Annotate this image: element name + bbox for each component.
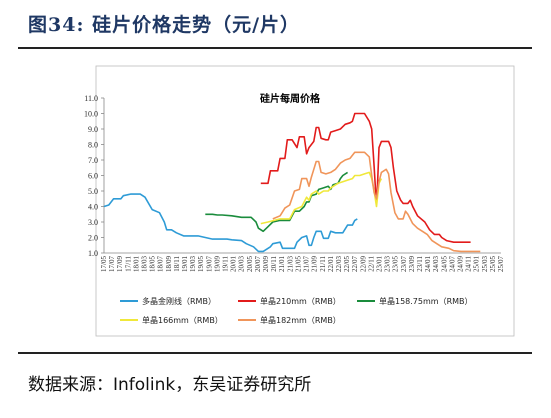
x-tick-label: 20/03 xyxy=(238,256,246,272)
y-tick-label: 7.0 xyxy=(88,156,98,165)
x-tick-label: 25/03 xyxy=(481,256,489,272)
series-line-4 xyxy=(272,151,481,253)
x-tick-label: 18/11 xyxy=(173,256,181,272)
series-line-0 xyxy=(103,193,358,253)
x-tick-label: 18/05 xyxy=(149,256,157,272)
legend-label-0: 多晶金刚线（RMB） xyxy=(142,296,216,306)
x-tick-label: 21/07 xyxy=(303,256,311,272)
x-tick-label: 19/05 xyxy=(197,256,205,272)
x-tick-label: 19/03 xyxy=(189,256,197,272)
series-lines xyxy=(103,112,481,253)
figure-title: 图34: 硅片价格走势（元/片） xyxy=(28,14,301,36)
legend: 多晶金刚线（RMB） 单晶210mm（RMB） 单晶158.75mm（RMB） 单晶1… xyxy=(120,296,473,325)
x-tick-label: 23/09 xyxy=(408,256,416,272)
x-tick-label: 22/07 xyxy=(351,256,359,272)
x-tick-label: 24/01 xyxy=(424,256,432,272)
y-tick-label: 1.0 xyxy=(88,249,98,258)
y-tick-label: 10.0 xyxy=(84,110,98,119)
legend-label-4: 单晶182mm（RMB） xyxy=(260,315,341,325)
y-tick-label: 5.0 xyxy=(88,187,98,196)
x-tick-label: 20/09 xyxy=(262,256,270,272)
x-tick-label: 20/07 xyxy=(254,256,262,272)
series-line-1 xyxy=(260,112,471,243)
x-tick-labels: 17/05 17/07 17/09 17/11 18/01 18/03 18/05 18/07… xyxy=(100,256,505,272)
x-tick-label: 17/11 xyxy=(124,256,132,272)
x-tick-label: 23/01 xyxy=(375,256,383,272)
y-tick-label: 6.0 xyxy=(88,172,98,181)
y-tick-label: 8.0 xyxy=(88,141,98,150)
x-tick-label: 24/05 xyxy=(440,256,448,272)
x-tick-label: 21/01 xyxy=(278,256,286,272)
x-tick-label: 23/07 xyxy=(400,256,408,272)
source-note: 数据来源：Infolink，东吴证券研究所 xyxy=(28,375,312,395)
x-tick-label: 22/09 xyxy=(359,256,367,272)
x-tick-label: 17/09 xyxy=(116,256,124,272)
x-tick-label: 23/05 xyxy=(392,256,400,272)
bottom-rule xyxy=(18,352,532,354)
x-tick-label: 17/07 xyxy=(108,256,116,272)
y-tick-label: 9.0 xyxy=(88,125,98,134)
x-tick-label: 19/01 xyxy=(181,256,189,272)
legend-label-3: 单晶166mm（RMB） xyxy=(142,315,223,325)
x-tick-label: 21/03 xyxy=(286,256,294,272)
x-tick-label: 24/03 xyxy=(432,256,440,272)
y-tick-labels: 1.0 2.0 3.0 4.0 5.0 6.0 7.0 8.0 9.0 10.0 11.0 xyxy=(84,94,104,258)
x-tick-label: 20/01 xyxy=(230,256,238,272)
legend-label-1: 单晶210mm（RMB） xyxy=(260,296,341,306)
x-tick-label: 18/03 xyxy=(141,256,149,272)
x-tick-label: 25/05 xyxy=(489,256,497,272)
x-tick-label: 20/11 xyxy=(270,256,278,272)
x-tick-label: 21/09 xyxy=(311,256,319,272)
legend-label-2: 单晶158.75mm（RMB） xyxy=(379,296,473,306)
series-line-3 xyxy=(260,171,383,225)
x-tick-label: 21/11 xyxy=(319,256,327,272)
x-tick-label: 22/11 xyxy=(367,256,375,272)
series-line-2 xyxy=(205,171,349,233)
top-rule xyxy=(18,47,532,49)
x-tick-label: 23/03 xyxy=(384,256,392,272)
x-tick-label: 19/11 xyxy=(222,256,230,272)
x-tick-label: 21/05 xyxy=(294,256,302,272)
x-tick-label: 22/01 xyxy=(327,256,335,272)
y-tick-label: 2.0 xyxy=(88,234,98,243)
x-tick-label: 19/07 xyxy=(205,256,213,272)
x-tick-label: 18/07 xyxy=(157,256,165,272)
x-tick-label: 20/05 xyxy=(246,256,254,272)
x-tick-label: 22/05 xyxy=(343,256,351,272)
x-tick-label: 24/07 xyxy=(448,256,456,272)
x-tick-label: 22/03 xyxy=(335,256,343,272)
x-tick-label: 18/01 xyxy=(132,256,140,272)
y-tick-label: 4.0 xyxy=(88,203,98,212)
x-tick-label: 24/09 xyxy=(456,256,464,272)
x-tick-label: 19/09 xyxy=(213,256,221,272)
x-tick-label: 25/07 xyxy=(497,256,505,272)
x-tick-label: 23/11 xyxy=(416,256,424,272)
x-tick-label: 24/11 xyxy=(465,256,473,272)
chart-title: 硅片每周价格 xyxy=(260,92,321,105)
y-tick-label: 11.0 xyxy=(84,94,98,103)
x-tick-label: 18/09 xyxy=(165,256,173,272)
x-tick-label: 17/05 xyxy=(100,256,108,272)
x-tick-label: 25/01 xyxy=(473,256,481,272)
chart-frame xyxy=(95,65,515,337)
y-tick-label: 3.0 xyxy=(88,218,98,227)
